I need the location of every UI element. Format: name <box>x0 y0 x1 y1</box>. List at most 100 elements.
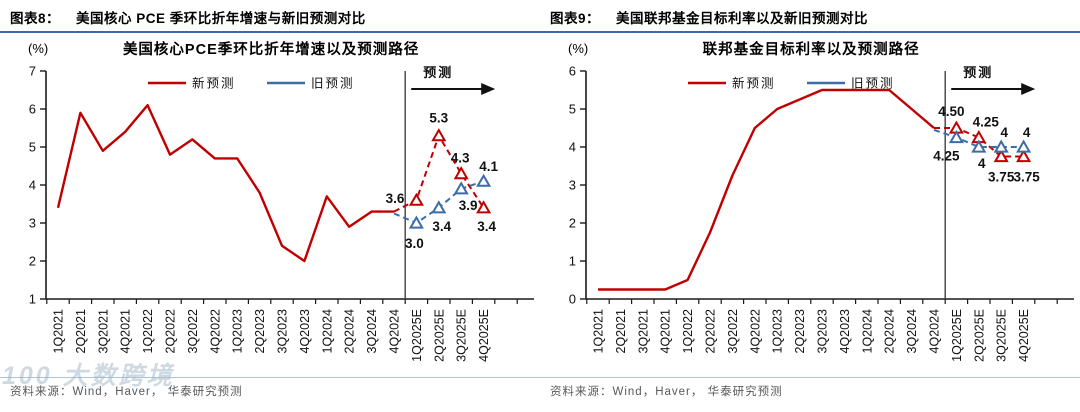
svg-text:4Q2024: 4Q2024 <box>388 309 402 354</box>
svg-text:3Q2025E: 3Q2025E <box>995 309 1009 362</box>
svg-text:2Q2024: 2Q2024 <box>883 309 897 354</box>
svg-text:4: 4 <box>29 178 36 193</box>
svg-text:3.75: 3.75 <box>1013 170 1040 185</box>
figure-title: 美国核心 PCE 季环比折年增速与新旧预测对比 <box>76 11 366 26</box>
chart-title-row: (%) 联邦基金目标利率以及预测路径 <box>540 35 1080 61</box>
chart-title: 美国核心PCE季环比折年增速以及预测路径 <box>122 41 420 58</box>
legend: 新预测 旧预测 <box>688 76 895 91</box>
svg-text:3Q2023: 3Q2023 <box>276 309 290 354</box>
svg-text:3: 3 <box>569 178 576 193</box>
svg-text:4.25: 4.25 <box>933 149 960 164</box>
svg-text:4Q2022: 4Q2022 <box>748 309 762 354</box>
figure-title: 美国联邦基金目标利率以及新旧预测对比 <box>616 11 869 26</box>
chart-title-row: (%) 美国核心PCE季环比折年增速以及预测路径 <box>0 35 540 61</box>
x-axis-labels: 1Q2021 2Q2021 3Q2021 4Q2021 1Q2022 2Q2022 3Q20… <box>592 309 1032 362</box>
svg-text:1Q2023: 1Q2023 <box>231 309 245 354</box>
svg-text:4: 4 <box>1000 125 1008 140</box>
svg-text:4Q2021: 4Q2021 <box>119 309 133 354</box>
svg-text:4: 4 <box>569 140 576 155</box>
svg-text:3.0: 3.0 <box>405 236 424 251</box>
svg-text:4Q2023: 4Q2023 <box>838 309 852 354</box>
svg-text:1Q2022: 1Q2022 <box>141 309 155 354</box>
svg-text:4Q2025E: 4Q2025E <box>1017 309 1031 362</box>
svg-text:3Q2024: 3Q2024 <box>905 309 919 354</box>
fed-funds-line-chart: 0 1 2 3 4 5 6 1Q2021 2Q2021 3Q2021 4Q2021 1Q2022 2Q2… <box>569 64 1074 362</box>
svg-text:1Q2021: 1Q2021 <box>592 309 606 354</box>
svg-text:1: 1 <box>29 292 36 307</box>
svg-text:2Q2025E: 2Q2025E <box>972 309 986 362</box>
forecast-annotation: 预测 <box>411 65 496 95</box>
svg-text:2Q2022: 2Q2022 <box>164 309 178 354</box>
svg-text:2Q2021: 2Q2021 <box>614 309 628 354</box>
svg-text:4.1: 4.1 <box>479 159 498 174</box>
svg-text:4: 4 <box>1023 125 1031 140</box>
svg-text:旧预测: 旧预测 <box>851 77 895 91</box>
svg-text:预测: 预测 <box>423 65 453 80</box>
svg-text:2: 2 <box>569 216 576 231</box>
svg-text:4Q2021: 4Q2021 <box>659 309 673 354</box>
svg-text:1Q2021: 1Q2021 <box>52 309 66 354</box>
svg-text:2Q2024: 2Q2024 <box>343 309 357 354</box>
svg-text:6: 6 <box>569 64 576 79</box>
figure-fed-funds: 图表9： 美国联邦基金目标利率以及新旧预测对比 (%) 联邦基金目标利率以及预测路… <box>540 0 1080 399</box>
svg-text:3: 3 <box>29 216 36 231</box>
svg-text:2: 2 <box>29 254 36 269</box>
svg-text:新预测: 新预测 <box>192 76 236 91</box>
svg-text:1Q2022: 1Q2022 <box>681 309 695 354</box>
svg-text:4Q2025E: 4Q2025E <box>477 309 491 362</box>
svg-text:新预测: 新预测 <box>732 76 776 91</box>
svg-text:1Q2025E: 1Q2025E <box>950 309 964 362</box>
svg-text:3.4: 3.4 <box>432 219 451 234</box>
svg-text:3Q2021: 3Q2021 <box>636 309 650 354</box>
forecast-annotation: 预测 <box>951 65 1036 95</box>
svg-text:预测: 预测 <box>963 65 993 80</box>
svg-text:2Q2021: 2Q2021 <box>74 309 88 354</box>
svg-text:6: 6 <box>29 102 36 117</box>
svg-text:2Q2023: 2Q2023 <box>793 309 807 354</box>
y-axis-unit: (%) <box>568 40 589 56</box>
figure-header: 图表8： 美国核心 PCE 季环比折年增速与新旧预测对比 <box>0 0 540 33</box>
y-axis-unit: (%) <box>28 40 49 56</box>
figure-header: 图表9： 美国联邦基金目标利率以及新旧预测对比 <box>540 0 1080 33</box>
svg-text:1Q2025E: 1Q2025E <box>410 309 424 362</box>
source-note: 资料来源：Wind，Haver， 华泰研究预测 <box>540 377 1080 399</box>
series-旧预测: 3.0 3.4 3.9 4.1 <box>393 159 498 251</box>
pce-line-chart: 1 2 3 4 5 6 7 1Q2021 2Q2021 3Q2021 4Q2021 1Q2022 2Q2… <box>29 64 534 362</box>
svg-text:7: 7 <box>29 64 36 79</box>
svg-text:4.25: 4.25 <box>973 115 1000 130</box>
figure-number: 图表9： <box>550 11 601 26</box>
svg-text:4Q2024: 4Q2024 <box>928 309 942 354</box>
svg-text:4.50: 4.50 <box>938 104 964 119</box>
svg-text:3Q2022: 3Q2022 <box>726 309 740 354</box>
svg-text:旧预测: 旧预测 <box>311 77 355 91</box>
svg-text:1Q2024: 1Q2024 <box>860 309 874 354</box>
svg-text:4Q2023: 4Q2023 <box>298 309 312 354</box>
svg-text:3.6: 3.6 <box>386 191 405 206</box>
svg-text:3Q2024: 3Q2024 <box>365 309 379 354</box>
svg-text:3Q2021: 3Q2021 <box>96 309 110 354</box>
svg-text:5.3: 5.3 <box>429 111 448 126</box>
svg-text:3Q2023: 3Q2023 <box>816 309 830 354</box>
axes: 0 1 2 3 4 5 6 <box>569 64 1074 307</box>
axes: 1 2 3 4 5 6 7 <box>29 64 534 307</box>
svg-text:2Q2022: 2Q2022 <box>704 309 718 354</box>
svg-text:1: 1 <box>569 254 576 269</box>
svg-text:3.75: 3.75 <box>988 170 1015 185</box>
svg-text:4Q2022: 4Q2022 <box>208 309 222 354</box>
svg-text:4: 4 <box>978 156 986 171</box>
svg-text:1Q2023: 1Q2023 <box>771 309 785 354</box>
svg-text:3Q2022: 3Q2022 <box>186 309 200 354</box>
figure-number: 图表8： <box>10 11 61 26</box>
svg-text:4.3: 4.3 <box>451 151 470 166</box>
x-axis-labels: 1Q2021 2Q2021 3Q2021 4Q2021 1Q2022 2Q2022 3Q20… <box>52 309 492 362</box>
svg-text:1Q2024: 1Q2024 <box>320 309 334 354</box>
svg-text:5: 5 <box>569 102 576 117</box>
source-note: 资料来源：Wind，Haver， 华泰研究预测 <box>0 377 540 399</box>
svg-text:3Q2025E: 3Q2025E <box>455 309 469 362</box>
svg-text:2Q2025E: 2Q2025E <box>432 309 446 362</box>
chart-title: 联邦基金目标利率以及预测路径 <box>702 41 920 58</box>
figure-pce: 图表8： 美国核心 PCE 季环比折年增速与新旧预测对比 (%) 美国核心PCE季… <box>0 0 540 399</box>
svg-text:5: 5 <box>29 140 36 155</box>
series-新预测: 3.6 5.3 4.3 3.4 <box>56 104 496 263</box>
